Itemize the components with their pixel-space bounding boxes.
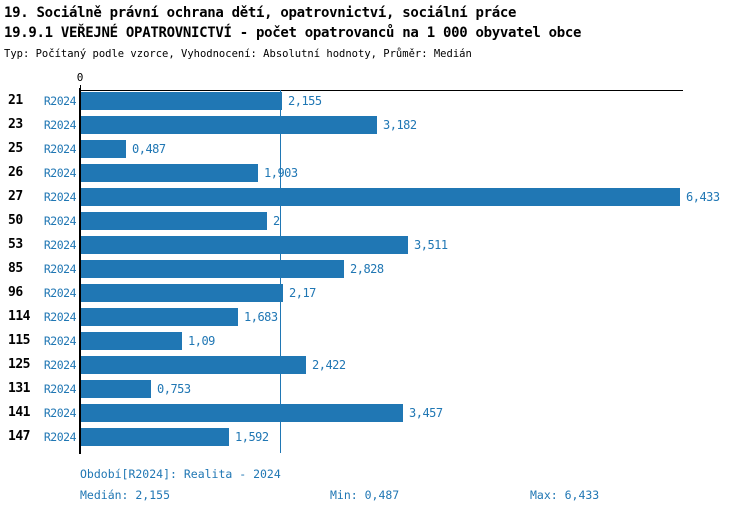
value-bar: [81, 428, 229, 446]
row-category-label: 115: [8, 333, 30, 348]
value-label: 2,422: [312, 358, 346, 372]
chart-row: 26 R2024 1,903: [0, 164, 750, 182]
max-stat-label: Max: 6,433: [530, 488, 600, 502]
row-category-label: 85: [8, 261, 23, 276]
value-label: 3,511: [414, 238, 448, 252]
row-series-label: R2024: [43, 406, 77, 420]
row-category-label: 147: [8, 429, 30, 444]
value-label: 0,487: [132, 142, 166, 156]
median-stat-label: Medián: 2,155: [80, 488, 171, 502]
value-bar: [81, 260, 344, 278]
row-category-label: 53: [8, 237, 23, 252]
chart-row: 141 R2024 3,457: [0, 404, 750, 422]
value-label: 2,828: [350, 262, 384, 276]
value-label: 0,753: [157, 382, 191, 396]
value-label: 1,592: [235, 430, 269, 444]
chart-row: 131 R2024 0,753: [0, 380, 750, 398]
row-series-label: R2024: [43, 310, 77, 324]
chart-row: 114 R2024 1,683: [0, 308, 750, 326]
row-series-label: R2024: [43, 238, 77, 252]
chart-row: 25 R2024 0,487: [0, 140, 750, 158]
chart-row: 23 R2024 3,182: [0, 116, 750, 134]
row-series-label: R2024: [43, 142, 77, 156]
chart-row: 21 R2024 2,155: [0, 92, 750, 110]
chart-row: 50 R2024 2: [0, 212, 750, 230]
row-series-label: R2024: [43, 358, 77, 372]
row-series-label: R2024: [43, 334, 77, 348]
period-label: Období[R2024]: Realita - 2024: [80, 467, 281, 481]
row-category-label: 50: [8, 213, 23, 228]
chart-subtitle: Typ: Počítaný podle vzorce, Vyhodnocení:…: [4, 48, 472, 60]
value-label: 6,433: [686, 190, 720, 204]
chart-row: 115 R2024 1,09: [0, 332, 750, 350]
row-series-label: R2024: [43, 94, 77, 108]
value-label: 1,09: [188, 334, 215, 348]
value-bar: [81, 404, 403, 422]
row-category-label: 125: [8, 357, 30, 372]
chart-row: 85 R2024 2,828: [0, 260, 750, 278]
x-axis-line: [80, 90, 683, 91]
row-series-label: R2024: [43, 262, 77, 276]
row-category-label: 96: [8, 285, 23, 300]
value-label: 2: [273, 214, 280, 228]
row-category-label: 23: [8, 117, 23, 132]
x-axis-tick-label: 0: [76, 71, 84, 84]
value-bar: [81, 116, 377, 134]
row-category-label: 21: [8, 93, 23, 108]
value-bar: [81, 212, 267, 230]
chart-row: 147 R2024 1,592: [0, 428, 750, 446]
row-series-label: R2024: [43, 430, 77, 444]
value-bar: [81, 356, 306, 374]
row-series-label: R2024: [43, 166, 77, 180]
chart-row: 125 R2024 2,422: [0, 356, 750, 374]
row-category-label: 114: [8, 309, 30, 324]
y-axis-line: [79, 88, 81, 454]
value-bar: [81, 308, 238, 326]
row-category-label: 131: [8, 381, 30, 396]
value-bar: [81, 164, 258, 182]
value-label: 2,17: [289, 286, 316, 300]
value-bar: [81, 92, 282, 110]
value-bar: [81, 332, 182, 350]
row-category-label: 25: [8, 141, 23, 156]
row-series-label: R2024: [43, 118, 77, 132]
chart-title: 19.9.1 VEŘEJNÉ OPATROVNICTVÍ - počet opa…: [4, 25, 582, 41]
value-bar: [81, 380, 151, 398]
value-bar: [81, 236, 408, 254]
value-bar: [81, 140, 126, 158]
min-stat-label: Min: 0,487: [330, 488, 400, 502]
page-title: 19. Sociálně právní ochrana dětí, opatro…: [4, 5, 517, 21]
row-series-label: R2024: [43, 286, 77, 300]
value-label: 1,903: [264, 166, 298, 180]
value-bar: [81, 188, 680, 206]
row-series-label: R2024: [43, 190, 77, 204]
value-label: 1,683: [244, 310, 278, 324]
row-category-label: 141: [8, 405, 30, 420]
chart-row: 96 R2024 2,17: [0, 284, 750, 302]
value-label: 2,155: [288, 94, 322, 108]
x-axis-tick-mark: [80, 85, 81, 90]
row-series-label: R2024: [43, 382, 77, 396]
row-category-label: 26: [8, 165, 23, 180]
chart-row: 27 R2024 6,433: [0, 188, 750, 206]
value-label: 3,182: [383, 118, 417, 132]
row-series-label: R2024: [43, 214, 77, 228]
row-category-label: 27: [8, 189, 23, 204]
chart-row: 53 R2024 3,511: [0, 236, 750, 254]
value-bar: [81, 284, 283, 302]
value-label: 3,457: [409, 406, 443, 420]
